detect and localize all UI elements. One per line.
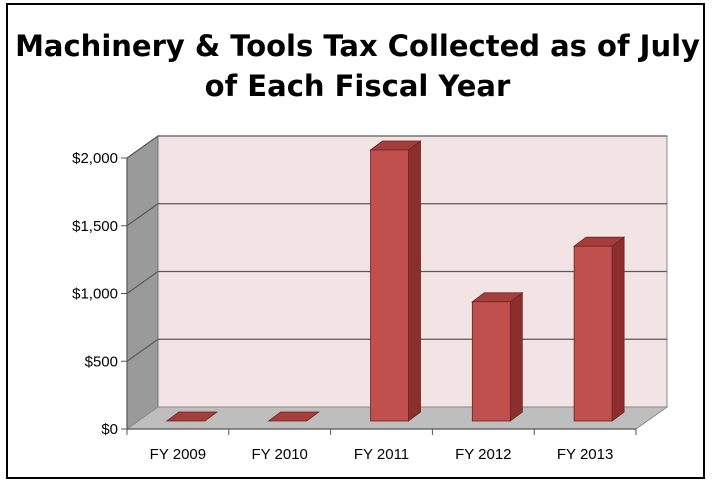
x-category-label: FY 2012	[455, 446, 511, 463]
x-category-label: FY 2013	[557, 446, 613, 463]
x-category-label: FY 2009	[150, 446, 206, 463]
y-tick-label: $2,000	[72, 150, 118, 167]
x-category-labels: FY 2009 FY 2010 FY 2011 FY 2012 FY 2013	[150, 446, 614, 463]
bar-side	[510, 293, 522, 421]
bar-side	[409, 141, 421, 421]
y-tick-label: $0	[101, 421, 118, 438]
y-tick-label: $500	[85, 353, 118, 370]
y-tick-labels: $0 $500 $1,000 $1,500 $2,000	[72, 150, 118, 438]
bar-fy-2012	[472, 293, 522, 421]
bar-front	[371, 150, 409, 421]
y-tick-label: $1,000	[72, 286, 118, 303]
x-category-label: FY 2011	[354, 446, 409, 463]
x-category-label: FY 2010	[251, 446, 307, 463]
bar-fy-2011	[371, 141, 421, 421]
bar-front	[472, 302, 510, 421]
bar-side	[612, 237, 624, 421]
y-tick-label: $1,500	[72, 218, 118, 235]
bar-fy-2013	[574, 237, 624, 421]
bar-front	[574, 246, 612, 421]
